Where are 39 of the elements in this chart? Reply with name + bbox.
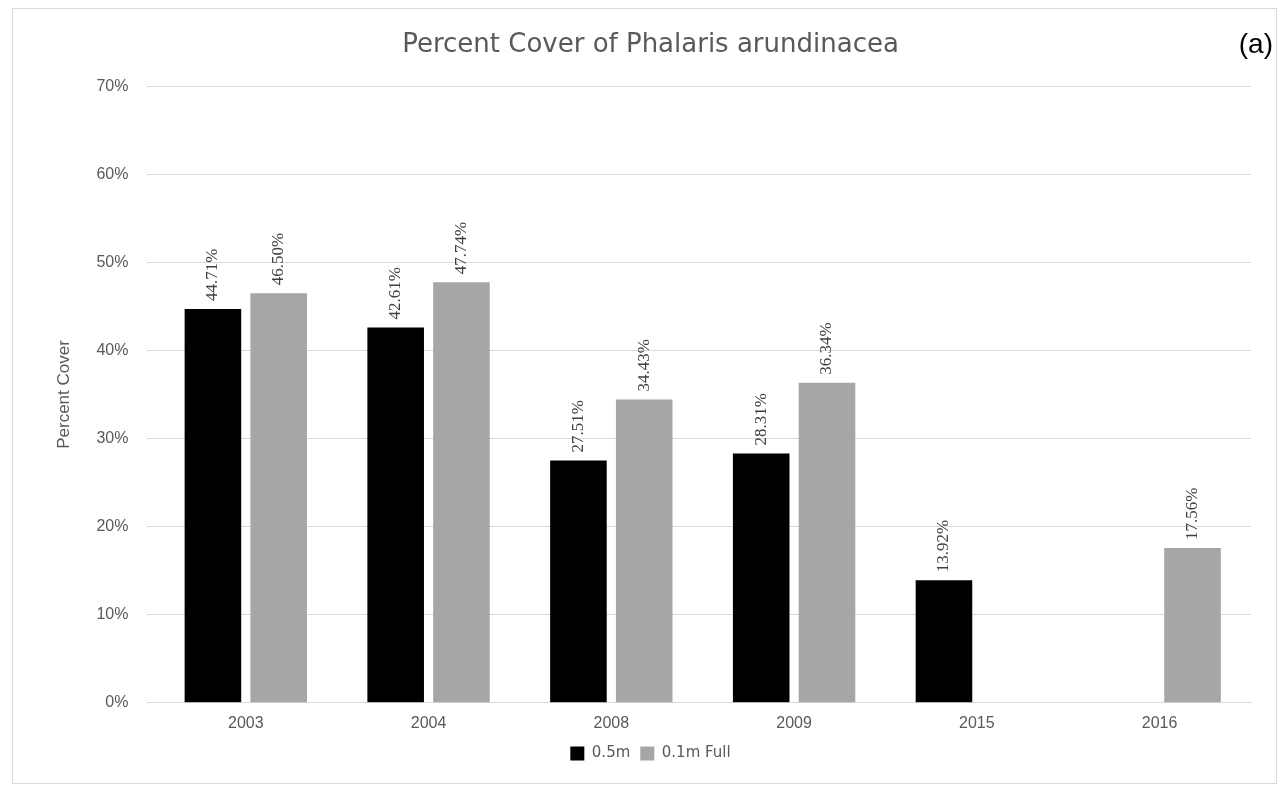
bar — [798, 382, 856, 703]
bar — [732, 453, 790, 703]
data-label: 46.50% — [268, 232, 288, 286]
bar — [550, 460, 607, 703]
legend-label: 0.5m — [591, 743, 631, 762]
bar — [367, 327, 424, 703]
y-tick-label: 0% — [105, 693, 129, 711]
data-label: 34.43% — [633, 339, 653, 392]
data-label: 13.92% — [933, 519, 953, 573]
y-tick-label: 70% — [96, 76, 129, 94]
x-tick-label: 2004 — [410, 713, 447, 731]
y-tick-label: 10% — [96, 605, 129, 623]
bar — [1164, 548, 1221, 703]
y-tick-label: 60% — [96, 164, 129, 182]
bar — [915, 580, 973, 703]
x-tick-label: 2009 — [776, 713, 812, 731]
bar — [615, 399, 673, 703]
x-tick-label: 2016 — [1141, 713, 1178, 731]
x-tick-label: 2015 — [959, 713, 995, 731]
data-label: 42.61% — [385, 267, 405, 320]
bar — [433, 282, 490, 703]
data-label: 47.74% — [450, 221, 470, 275]
chart-title: Percent Cover of Phalaris arundinacea — [402, 28, 899, 59]
y-tick-label: 20% — [96, 517, 129, 535]
y-tick-label: 50% — [96, 252, 129, 270]
x-tick-label: 2008 — [593, 713, 630, 731]
data-label: 44.71% — [202, 248, 222, 301]
y-tick-label: 30% — [96, 428, 129, 446]
data-label: 17.56% — [1181, 487, 1201, 541]
bar — [184, 308, 242, 703]
x-tick-label: 2003 — [228, 713, 264, 731]
data-label: 28.31% — [750, 393, 770, 446]
data-label: 36.34% — [816, 322, 836, 375]
y-tick-label: 40% — [96, 340, 129, 358]
y-axis-title: Percent Cover — [53, 339, 73, 449]
text: (a) — [1238, 28, 1273, 60]
data-label: 27.51% — [567, 400, 587, 453]
bar — [250, 293, 307, 703]
legend-label: 0.1m Full — [661, 743, 731, 762]
